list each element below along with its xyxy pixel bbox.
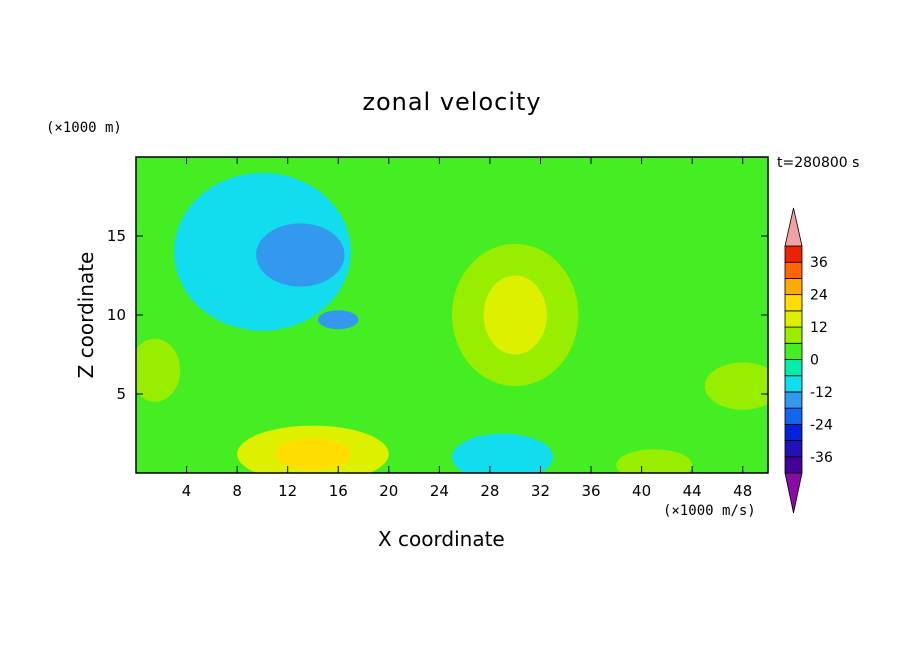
x-tick-label: 16 (329, 482, 348, 500)
contour-region-9 (704, 362, 768, 410)
x-axis-label: X coordinate (378, 527, 505, 551)
contour-region-3 (318, 310, 359, 330)
contour-region-8 (452, 433, 554, 473)
colorbar-tick-label: 12 (810, 320, 828, 336)
y-tick-label: 15 (107, 227, 126, 245)
contour-region-5 (483, 275, 547, 355)
x-tick-label: 48 (733, 482, 752, 500)
colorbar-under-triangle (784, 472, 803, 514)
x-axis-unit: (×1000 m/s) (663, 503, 756, 519)
x-tick-label: 4 (182, 482, 192, 500)
colorbar-segment (784, 407, 803, 425)
colorbar: 36 24 12 0 -12 -24 -36 (784, 207, 833, 514)
colorbar-segment (784, 342, 803, 360)
x-tick-label: 32 (531, 482, 550, 500)
contour-region-11 (136, 338, 181, 402)
contour-region-2 (256, 223, 345, 287)
colorbar-segment (784, 278, 803, 296)
colorbar-segment (784, 261, 803, 279)
x-tick-label: 44 (683, 482, 702, 500)
colorbar-segment (784, 310, 803, 328)
colorbar-segment (784, 326, 803, 344)
contour-field (136, 157, 768, 473)
chart-title: zonal velocity (362, 88, 542, 116)
contour-region-7 (275, 438, 351, 470)
colorbar-tick-label: 0 (810, 353, 819, 369)
contour-region-10 (616, 449, 693, 473)
colorbar-over-triangle (784, 207, 803, 247)
colorbar-segment (784, 359, 803, 377)
y-axis-unit: (×1000 m) (46, 120, 122, 136)
x-tick-label: 40 (632, 482, 651, 500)
x-tick-label: 20 (379, 482, 398, 500)
y-tick-label: 5 (116, 385, 126, 403)
colorbar-segment (784, 423, 803, 441)
colorbar-segment (784, 294, 803, 312)
x-tick-label: 12 (278, 482, 297, 500)
colorbar-tick-label: 24 (810, 288, 828, 304)
colorbar-segment (784, 440, 803, 458)
colorbar-segment (784, 391, 803, 409)
x-tick-label: 24 (430, 482, 449, 500)
colorbar-tick-label: -24 (810, 417, 833, 433)
x-tick-label: 8 (232, 482, 242, 500)
x-tick-label: 28 (480, 482, 499, 500)
colorbar-tick-label: -36 (810, 450, 833, 466)
colorbar-tick-label: 36 (810, 255, 828, 271)
colorbar-segment (784, 456, 803, 474)
colorbar-segment (784, 245, 803, 263)
time-label: t=280800 s (777, 155, 860, 171)
colorbar-tick-label: -12 (810, 385, 833, 401)
y-tick-label: 10 (107, 306, 126, 324)
x-tick-label: 36 (581, 482, 600, 500)
colorbar-segment (784, 375, 803, 393)
